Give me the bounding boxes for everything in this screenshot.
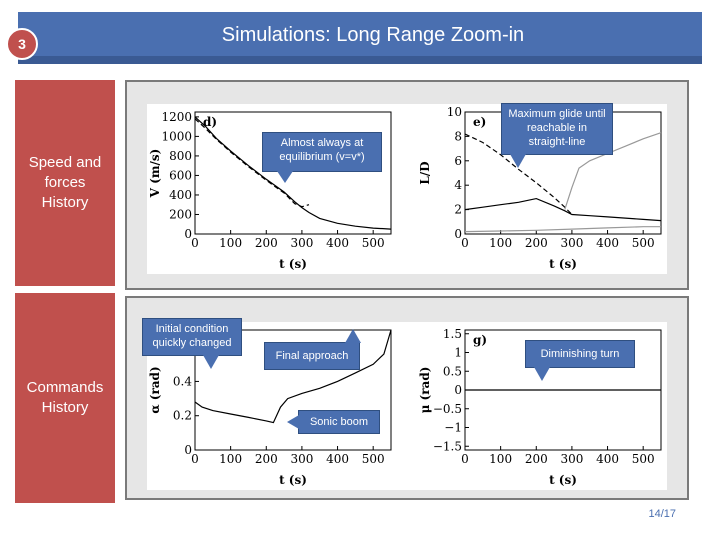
- x-tick-label: 300: [290, 452, 313, 466]
- y-axis-label: μ (rad): [418, 367, 432, 414]
- callout-tail: [203, 355, 219, 369]
- series-line: [464, 133, 573, 215]
- x-tick-label: 200: [525, 452, 548, 466]
- callout-initial-condition: Initial condition quickly changed: [142, 318, 242, 369]
- section-tab-label: Commands History: [26, 379, 104, 416]
- x-tick-label: 300: [290, 236, 313, 250]
- x-tick-label: 200: [255, 452, 278, 466]
- chart-mu: 0 100 200 300 400 500 −1.5 −1 −0.5 0 0.5 1 1.5 t (s) μ…: [418, 327, 662, 487]
- y-tick-label: 1: [454, 346, 462, 360]
- chart-lift-drag: 0 100 200 300 400 500 0 2 4 6 8 10 t (s) L/D e): [418, 105, 662, 271]
- series-line: [194, 329, 392, 424]
- page-number: 14/17: [648, 508, 676, 520]
- x-tick-label: 300: [560, 452, 583, 466]
- x-axis-label: t (s): [549, 257, 577, 271]
- series-line: [564, 132, 662, 210]
- x-tick-label: 500: [632, 236, 655, 250]
- series-line: [194, 118, 310, 208]
- x-tick-label: 400: [596, 452, 619, 466]
- y-tick-label: 0: [454, 383, 462, 397]
- callout-diminishing-turn: Diminishing turn: [525, 340, 635, 381]
- x-tick-label: 100: [219, 236, 242, 250]
- callout-final-approach: Final approach: [264, 329, 361, 370]
- series-line: [464, 226, 661, 233]
- y-tick-label: 800: [169, 149, 192, 163]
- x-tick-label: 100: [489, 236, 512, 250]
- panel-label: e): [473, 115, 486, 129]
- y-tick-label: 1000: [161, 129, 192, 143]
- slide-number-badge: 3: [6, 28, 38, 60]
- y-tick-label: 0.2: [173, 409, 192, 423]
- x-axis-label: t (s): [279, 257, 307, 271]
- y-axis-label: α (rad): [148, 366, 162, 413]
- callout-text: Sonic boom: [309, 416, 369, 428]
- x-tick-label: 300: [560, 236, 583, 250]
- y-tick-label: 0.4: [173, 374, 192, 388]
- x-tick-label: 500: [632, 452, 655, 466]
- callout-sonic-boom: Sonic boom: [287, 410, 380, 434]
- callout-tail: [510, 154, 526, 168]
- y-tick-label: −0.5: [433, 402, 462, 416]
- callout-text: Maximum glide until reachable in straigh…: [508, 108, 606, 148]
- y-tick-label: 10: [447, 105, 462, 119]
- y-tick-label: −1: [444, 421, 462, 435]
- chart-velocity: 0 100 200 300 400 500 0 200 400 600 800 1000 1200 t (…: [148, 110, 392, 271]
- callout-tail: [277, 171, 293, 183]
- series-line: [194, 116, 392, 230]
- x-tick-label: 200: [525, 236, 548, 250]
- title-bar: Simulations: Long Range Zoom-in: [18, 12, 702, 64]
- y-tick-label: −1.5: [433, 439, 462, 453]
- y-tick-label: 1.5: [443, 327, 462, 341]
- x-tick-label: 0: [191, 452, 199, 466]
- section-tab-speed-forces: Speed and forces History: [15, 80, 115, 286]
- x-axis-label: t (s): [549, 473, 577, 487]
- section-tab-commands: Commands History: [15, 293, 115, 503]
- y-tick-label: 4: [454, 178, 462, 192]
- y-tick-label: 200: [169, 207, 192, 221]
- y-tick-label: 1200: [161, 110, 192, 124]
- callout-equilibrium: Almost always at equilibrium (v=v*): [262, 132, 382, 183]
- x-tick-label: 200: [255, 236, 278, 250]
- callout-text: Final approach: [275, 350, 349, 362]
- x-tick-label: 100: [219, 452, 242, 466]
- section-tab-label: Speed and forces History: [28, 154, 102, 211]
- x-tick-label: 500: [362, 236, 385, 250]
- y-tick-label: 2: [454, 203, 462, 217]
- plot-frame: [194, 111, 392, 235]
- y-tick-label: 0.5: [443, 364, 462, 378]
- x-tick-label: 400: [596, 236, 619, 250]
- y-tick-label: 0: [184, 443, 192, 457]
- x-axis-label: t (s): [279, 473, 307, 487]
- x-tick-label: 400: [326, 452, 349, 466]
- y-tick-label: 6: [454, 154, 462, 168]
- callout-text: Diminishing turn: [540, 348, 620, 360]
- x-tick-label: 500: [362, 452, 385, 466]
- y-axis-label: L/D: [418, 161, 432, 184]
- y-tick-label: 400: [169, 188, 192, 202]
- title-bar-shade: [18, 56, 702, 64]
- callout-tail: [287, 415, 299, 429]
- callout-tail: [534, 367, 550, 381]
- callout-tail: [345, 329, 361, 343]
- x-tick-label: 400: [326, 236, 349, 250]
- x-tick-label: 0: [191, 236, 199, 250]
- panel-label: d): [203, 115, 217, 129]
- y-tick-label: 0: [184, 227, 192, 241]
- y-tick-label: 600: [169, 168, 192, 182]
- y-tick-label: 8: [454, 129, 462, 143]
- series-line: [464, 197, 662, 222]
- x-tick-label: 0: [461, 236, 469, 250]
- x-tick-label: 0: [461, 452, 469, 466]
- y-axis-label: V (m/s): [148, 149, 162, 199]
- panel-label: g): [473, 333, 487, 347]
- y-tick-label: 0: [454, 227, 462, 241]
- plot-frame: [194, 329, 392, 451]
- slide-title: Simulations: Long Range Zoom-in: [221, 24, 525, 46]
- x-tick-label: 100: [489, 452, 512, 466]
- callout-text: Almost always at equilibrium (v=v*): [279, 137, 365, 163]
- callout-max-glide: Maximum glide until reachable in straigh…: [501, 103, 613, 168]
- callout-text: Initial condition quickly changed: [152, 323, 232, 349]
